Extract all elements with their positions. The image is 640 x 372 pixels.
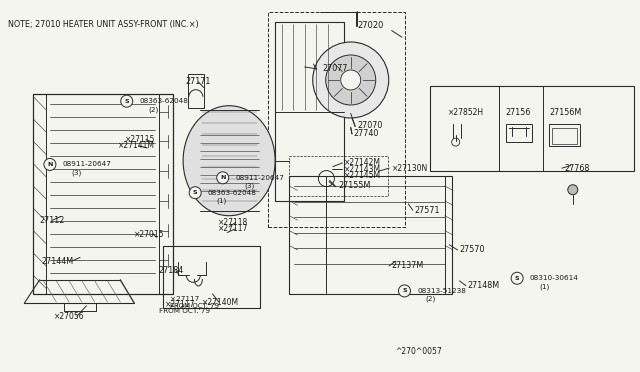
Circle shape — [313, 42, 388, 118]
Text: (3): (3) — [244, 183, 255, 189]
Bar — [552, 128, 577, 144]
Text: S: S — [402, 288, 407, 294]
Text: NOTE; 27010 HEATER UNIT ASSY-FRONT (INC.×): NOTE; 27010 HEATER UNIT ASSY-FRONT (INC.… — [8, 20, 198, 29]
Circle shape — [44, 158, 56, 170]
Text: 27148M: 27148M — [467, 281, 499, 290]
Text: 27571: 27571 — [415, 206, 440, 215]
Text: 27171: 27171 — [186, 77, 211, 86]
Bar — [289, 176, 452, 294]
Circle shape — [568, 185, 578, 195]
Text: ×27130N: ×27130N — [392, 164, 428, 173]
Text: 08313-51238: 08313-51238 — [417, 288, 466, 294]
Text: ×27142M: ×27142M — [344, 158, 381, 167]
Text: 27070: 27070 — [357, 121, 383, 130]
Text: ×27143M: ×27143M — [344, 165, 381, 174]
Text: 27156: 27156 — [506, 108, 531, 117]
Bar — [506, 124, 532, 142]
Text: 27184: 27184 — [159, 266, 184, 275]
Text: S: S — [193, 190, 198, 195]
Text: (1): (1) — [539, 283, 549, 290]
Text: ^270^0057: ^270^0057 — [396, 347, 442, 356]
Circle shape — [217, 172, 228, 184]
Circle shape — [399, 285, 410, 297]
Text: 08363-62048: 08363-62048 — [208, 190, 257, 196]
Bar — [289, 156, 388, 196]
Text: 27112: 27112 — [40, 216, 65, 225]
Text: N: N — [220, 175, 225, 180]
Text: 27740: 27740 — [353, 129, 379, 138]
Text: 27156M: 27156M — [549, 108, 581, 117]
Text: 27077: 27077 — [322, 64, 348, 73]
Text: (3): (3) — [72, 170, 82, 176]
Bar — [188, 74, 204, 108]
Bar — [33, 94, 173, 294]
Circle shape — [121, 95, 132, 107]
Text: 27768: 27768 — [564, 164, 590, 173]
Text: 27155M: 27155M — [338, 182, 371, 190]
Text: 08310-30614: 08310-30614 — [530, 275, 579, 281]
Text: 27570: 27570 — [460, 246, 485, 254]
Text: ×27140M: ×27140M — [202, 298, 239, 307]
Text: FROM OCT.'79: FROM OCT.'79 — [170, 303, 219, 309]
Text: (1): (1) — [216, 198, 227, 204]
Text: N: N — [47, 162, 52, 167]
Text: ×27117: ×27117 — [170, 296, 199, 302]
Text: FROM OCT.'79: FROM OCT.'79 — [159, 308, 210, 314]
Text: S: S — [515, 276, 520, 281]
Text: (2): (2) — [426, 296, 436, 302]
Text: 27137M: 27137M — [392, 262, 424, 270]
Text: ×27852H: ×27852H — [448, 108, 484, 117]
Bar — [268, 12, 405, 227]
Bar — [275, 22, 344, 201]
Text: ×27115: ×27115 — [125, 135, 155, 144]
Text: ×27015: ×27015 — [134, 230, 165, 239]
Text: ×27117: ×27117 — [218, 224, 248, 233]
Text: 08911-20647: 08911-20647 — [236, 175, 284, 181]
Text: 08911-20647: 08911-20647 — [63, 161, 111, 167]
Text: 27020: 27020 — [357, 21, 383, 30]
Circle shape — [326, 55, 376, 105]
Text: ×27056: ×27056 — [54, 312, 85, 321]
Text: (2): (2) — [148, 106, 159, 113]
Text: 08363-62048: 08363-62048 — [140, 98, 188, 104]
Text: ×27145M: ×27145M — [344, 171, 381, 180]
Ellipse shape — [183, 106, 275, 216]
Text: S: S — [124, 99, 129, 104]
Circle shape — [340, 70, 361, 90]
Circle shape — [511, 272, 523, 284]
Text: ×27117: ×27117 — [165, 300, 195, 309]
Text: 27144M: 27144M — [42, 257, 74, 266]
Bar — [549, 124, 580, 146]
Text: ×27141M: ×27141M — [118, 141, 156, 150]
Circle shape — [189, 187, 201, 199]
Text: ×27118: ×27118 — [218, 218, 248, 227]
Bar — [163, 246, 260, 308]
Bar — [430, 86, 634, 171]
